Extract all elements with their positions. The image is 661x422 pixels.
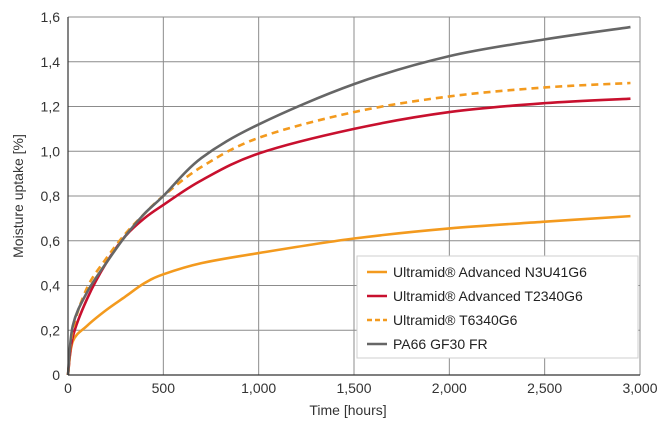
x-tick-label: 1,500 — [336, 380, 371, 396]
series-line-2 — [66, 81, 631, 376]
y-tick-label: 0,6 — [41, 233, 61, 249]
x-tick-label: 0 — [64, 380, 72, 396]
y-axis-title: Moisture uptake [%] — [10, 134, 26, 258]
x-tick-labels: 0 500 1,000 1,500 2,000 2,500 3,000 — [64, 380, 658, 396]
x-tick-label: 500 — [152, 380, 176, 396]
series-group — [66, 25, 631, 376]
x-tick-label: 3,000 — [622, 380, 657, 396]
y-tick-label: 0 — [52, 367, 60, 383]
y-tick-label: 1,0 — [41, 143, 61, 159]
x-tick-label: 1,000 — [241, 380, 276, 396]
x-tick-label: 2,500 — [527, 380, 562, 396]
series-line-1 — [66, 97, 631, 376]
y-tick-label: 0,2 — [41, 322, 61, 338]
legend-label-t6340g6: Ultramid® T6340G6 — [393, 312, 518, 328]
legend-label-t2340g6: Ultramid® Advanced T2340G6 — [393, 288, 583, 304]
y-tick-label: 0,4 — [41, 278, 61, 294]
x-tick-label: 2,000 — [432, 380, 467, 396]
y-tick-label: 1,2 — [41, 99, 61, 115]
axes — [67, 17, 640, 376]
y-tick-label: 1,4 — [41, 54, 61, 70]
series-line-3 — [66, 25, 631, 376]
x-axis-title: Time [hours] — [309, 402, 386, 418]
legend-label-n3u41g6: Ultramid® Advanced N3U41G6 — [393, 264, 587, 280]
legend: Ultramid® Advanced N3U41G6 Ultramid® Adv… — [356, 255, 639, 359]
y-tick-label: 0,8 — [41, 188, 61, 204]
legend-box — [356, 255, 639, 359]
series-line-0 — [66, 214, 631, 376]
y-tick-labels: 0 0,2 0,4 0,6 0,8 1,0 1,2 1,4 1,6 — [41, 9, 61, 383]
y-tick-label: 1,6 — [41, 9, 61, 25]
legend-label-pa66: PA66 GF30 FR — [393, 336, 488, 352]
